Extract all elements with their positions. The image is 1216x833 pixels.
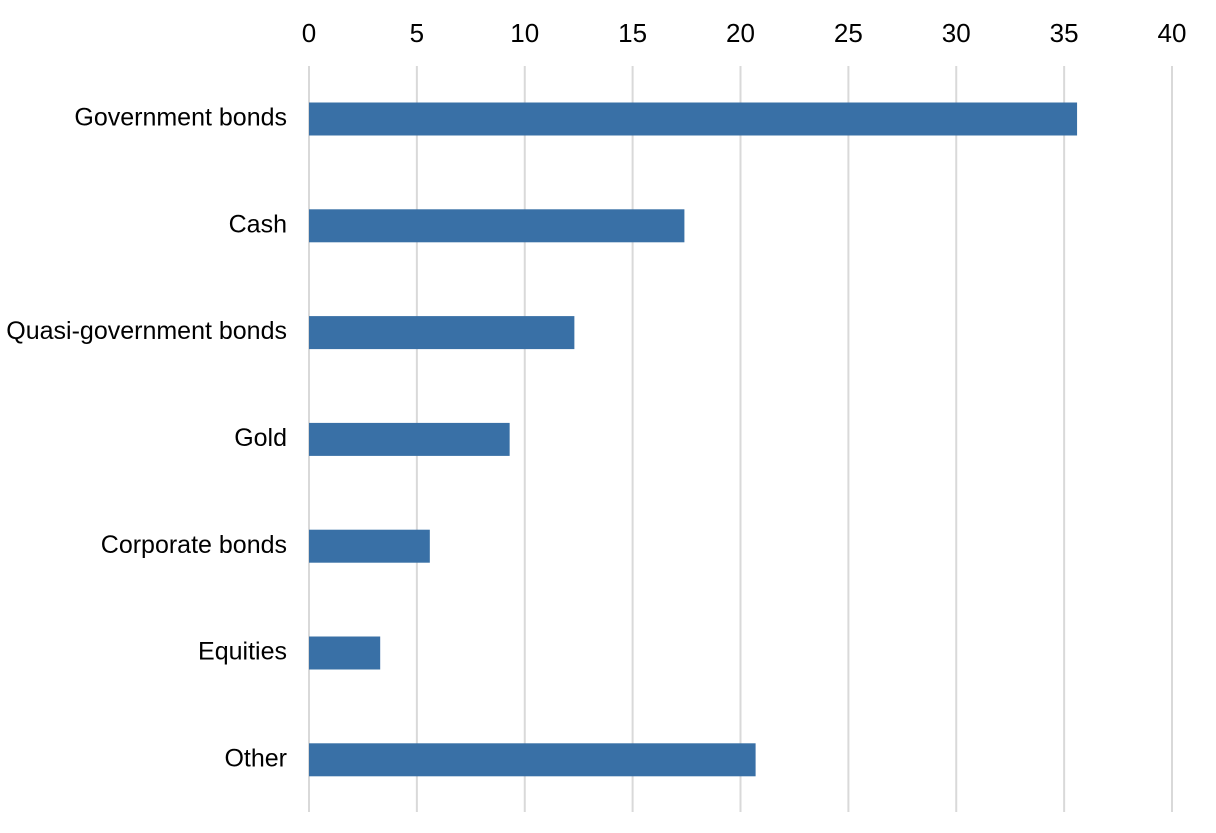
category-label: Other bbox=[224, 744, 287, 772]
x-tick-label: 0 bbox=[302, 18, 316, 48]
category-label: Corporate bonds bbox=[101, 531, 287, 559]
bar-cash bbox=[309, 209, 685, 243]
bar-corporate-bonds bbox=[309, 529, 430, 563]
category-label: Government bonds bbox=[74, 104, 287, 132]
x-tick-label: 25 bbox=[834, 18, 863, 48]
category-label: Gold bbox=[234, 424, 287, 452]
bar-equities bbox=[309, 636, 381, 670]
x-tick-label: 40 bbox=[1158, 18, 1187, 48]
x-tick-label: 5 bbox=[410, 18, 424, 48]
bar-other bbox=[309, 743, 756, 777]
bar-government-bonds bbox=[309, 102, 1078, 136]
category-label: Quasi-government bonds bbox=[6, 317, 287, 345]
category-labels: Government bonds Cash Quasi-government bon… bbox=[6, 104, 287, 773]
x-tick-label: 30 bbox=[942, 18, 971, 48]
x-axis-tick-labels: 0 5 10 15 20 25 30 35 40 bbox=[302, 18, 1187, 48]
x-tick-label: 15 bbox=[618, 18, 647, 48]
bar-gold bbox=[309, 422, 510, 456]
x-tick-label: 10 bbox=[510, 18, 539, 48]
gridlines bbox=[308, 66, 1173, 812]
bars bbox=[309, 102, 1078, 777]
category-label: Equities bbox=[198, 638, 287, 666]
x-tick-label: 20 bbox=[726, 18, 755, 48]
category-label: Cash bbox=[229, 210, 287, 238]
x-tick-label: 35 bbox=[1050, 18, 1079, 48]
bar-quasi-government-bonds bbox=[309, 316, 575, 350]
